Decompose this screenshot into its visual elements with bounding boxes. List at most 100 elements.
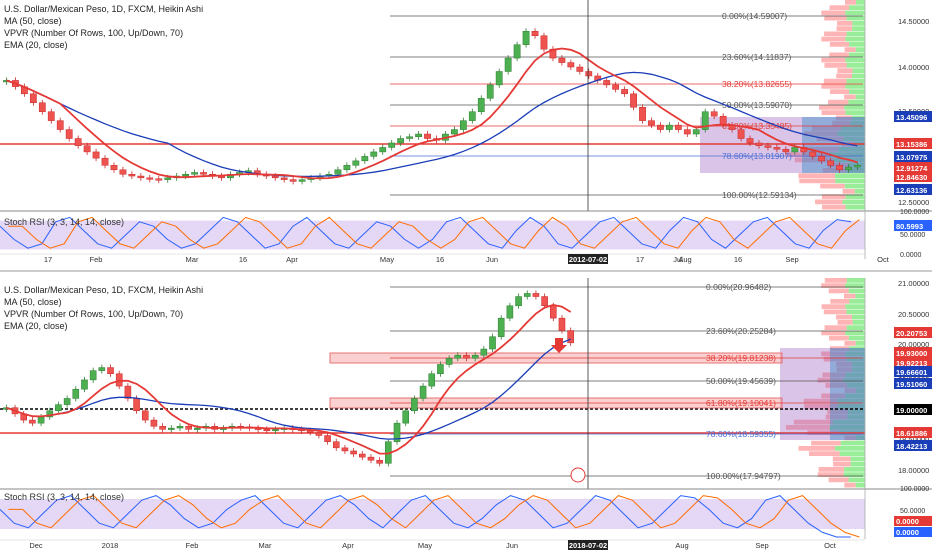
top-vpvr-up-bar (849, 42, 865, 47)
bottom-vpvr-down-bar (827, 409, 848, 414)
top-candle (65, 129, 73, 139)
legend-symbol: U.S. Dollar/Mexican Peso, 1D, FXCM, Heik… (4, 4, 204, 14)
top-candle (271, 175, 279, 179)
top-candle (495, 71, 503, 86)
top-candle (809, 151, 817, 157)
bottom-candle (72, 388, 80, 399)
top-vpvr-up-bar (849, 89, 865, 94)
event-icon (570, 467, 586, 483)
bottom-cursor-date-label: 2018-07-02 (569, 541, 607, 550)
bottom-candle (272, 429, 279, 432)
top-vpvr-up-bar (851, 115, 865, 121)
legend-vpvr: VPVR (Number Of Rows, 100, Up/Down, 70) (4, 309, 184, 319)
bottom-vpvr-up-bar (850, 461, 865, 467)
bottom-ma50-line (6, 338, 571, 440)
top-candle (603, 80, 611, 86)
top-time-tick-label: Apr (286, 255, 298, 264)
top-candle (128, 174, 136, 177)
top-vpvr-down-bar (836, 73, 853, 79)
bottom-candle (402, 410, 409, 424)
bottom-vpvr-down-bar (822, 372, 846, 378)
top-vpvr-up-bar (842, 199, 865, 205)
top-candle (74, 138, 82, 146)
top-candle (477, 98, 485, 112)
bottom-candle (350, 450, 357, 455)
bottom-panel-legend: U.S. Dollar/Mexican Peso, 1D, FXCM, Heik… (4, 284, 203, 332)
top-rsi-tick-label: 0.0000 (900, 252, 922, 259)
top-vpvr-down-bar (836, 26, 853, 31)
top-rsi-tick-label: 50.0000 (900, 232, 925, 239)
top-vpvr-down-bar (836, 21, 853, 26)
top-vpvr-down-bar (829, 52, 849, 58)
bottom-candle (359, 453, 366, 458)
bottom-price-badge (894, 440, 932, 451)
bottom-vpvr-up-bar (845, 304, 865, 309)
top-candle (710, 111, 718, 117)
top-vpvr-up-bar (845, 10, 865, 16)
top-fib-level-label: 61.80%(13.35485) (722, 121, 792, 131)
bottom-candle (150, 419, 158, 427)
bottom-price-badge-label: 19.92213 (896, 359, 927, 368)
bottom-vpvr-down-bar (821, 351, 846, 357)
top-time-tick-label: Sep (785, 255, 798, 264)
legend-ma: MA (50, close) (4, 16, 62, 26)
top-candle (666, 124, 673, 130)
bottom-candle (176, 425, 184, 429)
bottom-vpvr-down-bar (798, 446, 836, 451)
bottom-vpvr-down-bar (836, 314, 852, 320)
bottom-vpvr-down-bar (833, 461, 851, 467)
top-candle (630, 93, 637, 108)
top-vpvr-down-bar (824, 31, 847, 37)
top-fib-level-label: 23.60%(14.11837) (722, 52, 791, 62)
bottom-vpvr-up-bar (843, 377, 865, 383)
top-candle (621, 89, 628, 95)
bottom-candle (29, 419, 36, 424)
bottom-vpvr-up-bar (829, 425, 865, 430)
bottom-rsi-tick-label: 100.0000 (900, 486, 929, 493)
top-candle (791, 147, 799, 153)
bottom-vpvr-down-bar (823, 356, 847, 362)
bottom-price-badge (894, 357, 932, 368)
top-price-badge (894, 138, 932, 149)
bottom-vpvr-down-bar (818, 467, 845, 472)
bottom-vpvr-up-bar (847, 414, 865, 420)
top-vpvr-up-bar (855, 94, 865, 100)
top-vpvr-down-bar (816, 136, 844, 142)
bottom-time-tick-label: Dec (29, 541, 43, 550)
top-vpvr-down-bar (821, 110, 846, 115)
top-vpvr-up-bar (845, 36, 865, 42)
top-candle (639, 106, 646, 121)
top-candle (379, 147, 387, 153)
bottom-candle (437, 364, 444, 374)
bottom-vpvr-down-bar (808, 451, 840, 456)
bottom-candle (393, 422, 401, 442)
top-candle (289, 179, 297, 182)
top-candle (406, 136, 413, 139)
top-candle (56, 120, 64, 130)
bottom-candle (133, 398, 140, 412)
top-candle (451, 129, 458, 135)
top-candle (370, 151, 378, 157)
bottom-vpvr-up-bar (845, 283, 865, 288)
bottom-price-badge (894, 404, 932, 415)
bottom-price-badge-label: 18.61886 (896, 429, 927, 438)
bottom-candle (454, 354, 462, 359)
bottom-price-badge (894, 347, 932, 358)
bottom-candle (98, 367, 106, 371)
bottom-vpvr-down-bar (785, 425, 830, 430)
top-vpvr-down-bar (824, 63, 847, 68)
top-price-badge (894, 151, 932, 162)
top-time-tick-label: Jul (673, 255, 683, 264)
top-fib-level-label: 100.00%(12.59134) (722, 190, 797, 200)
bottom-vpvr-profile (785, 278, 865, 488)
bottom-price-badge (894, 366, 932, 377)
top-vpvr-down-bar (821, 10, 846, 16)
top-vpvr-down-bar (832, 120, 851, 126)
bottom-fib-level-label: 38.20%(19.81238) (706, 353, 776, 363)
top-candle (352, 160, 360, 166)
bottom-vpvr-down-bar (821, 330, 846, 336)
bottom-vpvr-down-bar (832, 456, 851, 462)
top-time-tick-label: 17 (44, 255, 52, 264)
